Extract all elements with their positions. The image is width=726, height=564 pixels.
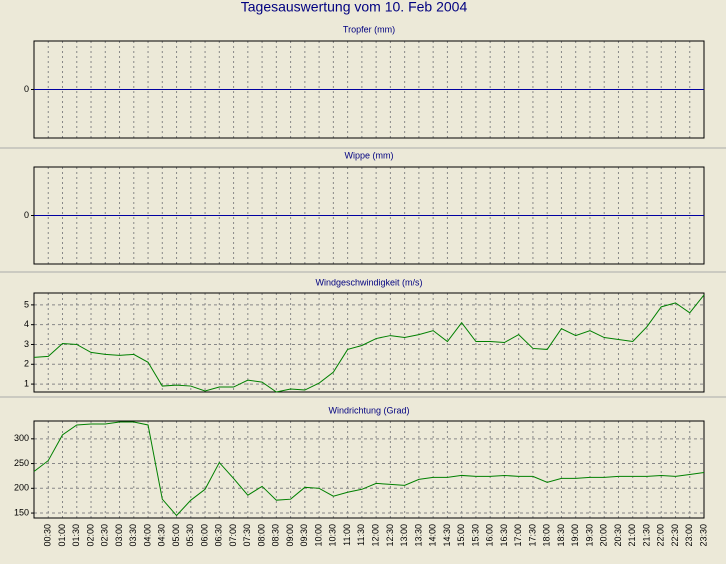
x-tick-label: 03:30: [128, 524, 138, 547]
x-tick-label: 03:00: [114, 524, 124, 547]
x-tick-label: 02:00: [85, 524, 95, 547]
x-tick-label: 09:00: [285, 524, 295, 547]
plot-frame: [33, 292, 705, 393]
y-tick-label: 5: [24, 299, 29, 309]
x-tick-label: 15:30: [470, 524, 480, 547]
x-tick-label: 11:00: [342, 524, 352, 546]
x-tick-label: 14:30: [442, 524, 452, 547]
y-tick-label: 0: [24, 210, 29, 220]
y-tick-label: 250: [14, 458, 29, 468]
x-tick-label: 14:00: [428, 524, 438, 547]
x-tick-label: 10:00: [313, 524, 323, 547]
x-tick-label: 01:00: [57, 524, 67, 547]
x-tick-label: 02:30: [100, 524, 110, 547]
main-title: Tagesauswertung vom 10. Feb 2004: [241, 0, 468, 15]
x-tick-label: 22:30: [670, 524, 680, 547]
x-tick-label: 17:00: [513, 524, 523, 547]
x-tick-label: 13:00: [399, 524, 409, 547]
panel-title: Wippe (mm): [345, 150, 394, 160]
x-tick-label: 08:00: [256, 524, 266, 547]
x-tick-label: 18:00: [542, 524, 552, 547]
x-tick-label: 05:30: [185, 524, 195, 547]
x-tick-label: 05:00: [171, 524, 181, 547]
y-tick-label: 0: [24, 84, 29, 94]
y-tick-label: 150: [14, 507, 29, 517]
data-line: [33, 421, 705, 517]
x-tick-label: 20:00: [599, 524, 609, 547]
x-tick-label: 23:00: [684, 524, 694, 547]
x-tick-label: 22:00: [656, 524, 666, 547]
y-tick-label: 200: [14, 483, 29, 493]
x-tick-label: 16:00: [485, 524, 495, 547]
x-tick-label: 17:30: [527, 524, 537, 547]
x-tick-label: 12:30: [385, 524, 395, 547]
x-tick-label: 06:00: [199, 524, 209, 547]
x-tick-label: 10:30: [328, 524, 338, 547]
data-line: [33, 294, 705, 393]
x-tick-label: 00:30: [43, 524, 53, 547]
panel-title: Windgeschwindigkeit (m/s): [315, 277, 422, 287]
panel-title: Windrichtung (Grad): [328, 405, 409, 415]
x-tick-label: 06:30: [214, 524, 224, 547]
x-tick-label: 11:30: [356, 524, 366, 546]
x-tick-label: 16:30: [499, 524, 509, 547]
x-tick-label: 01:30: [71, 524, 81, 547]
x-tick-label: 07:30: [242, 524, 252, 547]
y-tick-label: 3: [24, 339, 29, 349]
x-tick-label: 21:30: [641, 524, 651, 547]
x-tick-label: 15:00: [456, 524, 466, 547]
x-tick-label: 21:00: [627, 524, 637, 547]
y-tick-label: 4: [24, 319, 29, 329]
x-tick-label: 04:30: [157, 524, 167, 547]
x-tick-label: 20:30: [613, 524, 623, 547]
x-tick-label: 19:00: [570, 524, 580, 547]
y-tick-label: 300: [14, 433, 29, 443]
y-tick-label: 2: [24, 359, 29, 369]
x-tick-label: 04:00: [142, 524, 152, 547]
x-tick-label: 12:00: [371, 524, 381, 547]
x-tick-label: 07:00: [228, 524, 238, 547]
x-tick-label: 19:30: [584, 524, 594, 547]
x-tick-label: 13:30: [413, 524, 423, 547]
x-tick-label: 08:30: [271, 524, 281, 547]
x-tick-label: 23:30: [698, 524, 708, 547]
panel-title: Tropfer (mm): [343, 24, 395, 34]
x-tick-label: 18:30: [556, 524, 566, 547]
x-tick-label: 09:30: [299, 524, 309, 547]
y-tick-label: 1: [24, 378, 29, 388]
plot-frame: [33, 420, 705, 519]
